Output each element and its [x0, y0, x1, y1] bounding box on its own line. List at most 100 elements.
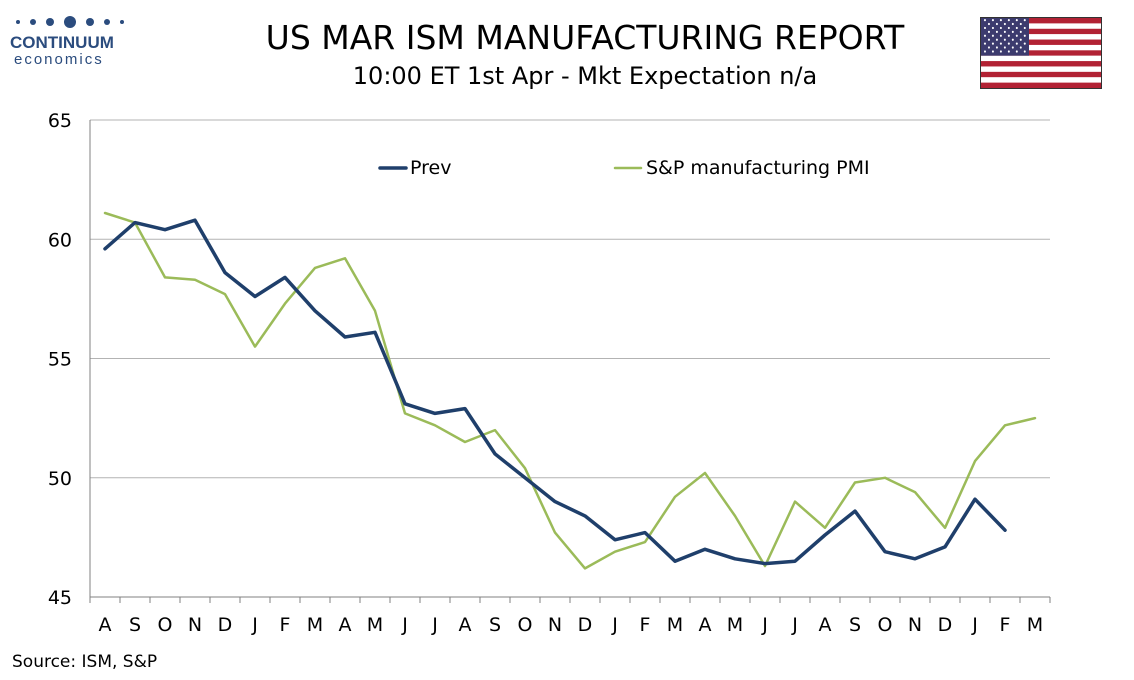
flag-star — [995, 30, 998, 33]
x-tick-label: O — [158, 614, 173, 636]
flag-stripe — [981, 18, 1101, 24]
flag-star — [1003, 46, 1006, 49]
flag-star — [1011, 22, 1014, 26]
flag-star — [1007, 34, 1010, 37]
flag-star — [1023, 18, 1026, 22]
flag-star — [991, 42, 994, 45]
x-tick-label: A — [339, 614, 352, 636]
flag-star — [983, 34, 986, 37]
flag-star — [1023, 42, 1026, 45]
flag-star — [1019, 46, 1022, 49]
flag-star — [995, 38, 998, 41]
series-pmi-line — [103, 211, 1037, 570]
flag-star — [1023, 34, 1026, 37]
x-tick-label: O — [878, 614, 893, 636]
flag-star — [987, 22, 990, 26]
logo-subtitle: economics — [14, 51, 104, 68]
logo-dots — [16, 14, 140, 30]
flag-star — [999, 34, 1002, 37]
flag-star — [991, 34, 994, 37]
flag-star — [999, 26, 1002, 30]
x-tick-label: A — [699, 614, 712, 636]
flag-star — [995, 46, 998, 49]
flag-stripe — [981, 34, 1101, 40]
flag-star — [1015, 26, 1018, 30]
x-tick-label: F — [280, 614, 291, 636]
y-tick-label: 45 — [48, 587, 72, 609]
x-tick-label: N — [548, 614, 562, 636]
x-tick-label: S — [849, 614, 861, 636]
x-tick-label: D — [218, 614, 233, 636]
x-tick-label: J — [791, 614, 798, 636]
us-flag-icon — [980, 17, 1102, 89]
x-tick-label: J — [611, 614, 618, 636]
x-tick-label: M — [727, 614, 743, 636]
x-tick-label: D — [938, 614, 953, 636]
flag-stripe — [981, 82, 1101, 88]
flag-star — [1007, 18, 1010, 22]
flag-star — [1003, 38, 1006, 41]
x-tick-label: N — [908, 614, 922, 636]
source-note: Source: ISM, S&P — [12, 652, 158, 672]
x-tick-label: M — [1027, 614, 1043, 636]
flag-star — [1007, 50, 1010, 53]
flag-stripe — [981, 55, 1101, 62]
logo-name: CONTINUUM — [10, 33, 114, 52]
x-tick-label: D — [578, 614, 593, 636]
flag-star — [1007, 26, 1010, 30]
flag-star — [1015, 34, 1018, 37]
x-tick-label: S — [489, 614, 501, 636]
y-tick-label: 60 — [48, 229, 72, 251]
flag-star — [999, 50, 1002, 53]
flag-star — [987, 30, 990, 33]
flag-star — [1019, 38, 1022, 41]
flag-star — [1019, 22, 1022, 26]
x-tick-label: M — [667, 614, 683, 636]
flag-star — [983, 42, 986, 45]
flag-star — [1007, 42, 1010, 45]
flag-stripe — [981, 23, 1101, 29]
flag-stripe — [981, 44, 1101, 51]
flag-star — [983, 50, 986, 53]
flag-stripe — [981, 28, 1101, 35]
legend-label: S&P manufacturing PMI — [646, 157, 870, 179]
flag-star — [995, 22, 998, 26]
flag-stripe — [981, 61, 1101, 67]
flag-star — [987, 38, 990, 41]
series-prev-line — [103, 218, 1007, 566]
x-tick-label: S — [129, 614, 141, 636]
flag-stripe — [981, 77, 1101, 83]
flag-star — [983, 18, 986, 22]
flag-star — [1015, 42, 1018, 45]
flag-stripe — [981, 71, 1101, 78]
flag-star — [1011, 46, 1014, 49]
x-tick-label: A — [819, 614, 832, 636]
flag-stripe — [981, 39, 1101, 46]
chart-title: US MAR ISM MANUFACTURING REPORT — [265, 18, 905, 57]
flag-star — [1023, 26, 1026, 30]
x-tick-label: A — [99, 614, 112, 636]
chart-subtitle: 10:00 ET 1st Apr - Mkt Expectation n/a — [352, 62, 818, 90]
x-tick-label: N — [188, 614, 202, 636]
flag-star — [999, 18, 1002, 22]
x-tick-label: F — [640, 614, 651, 636]
continuum-logo: CONTINUUM economics — [10, 14, 140, 78]
x-tick-label: J — [401, 614, 408, 636]
flag-star — [991, 26, 994, 30]
x-tick-label: J — [971, 614, 978, 636]
flag-stripe — [981, 50, 1101, 56]
x-tick-label: O — [518, 614, 533, 636]
flag-star — [1003, 30, 1006, 33]
flag-star — [1019, 30, 1022, 33]
legend-label: Prev — [410, 157, 451, 179]
flag-star — [991, 18, 994, 22]
flag-star — [1003, 22, 1006, 26]
flag-star — [999, 42, 1002, 45]
x-tick-label: F — [1000, 614, 1011, 636]
flag-star — [987, 46, 990, 49]
flag-star — [983, 26, 986, 30]
flag-stripe — [981, 66, 1101, 72]
flag-star — [1015, 18, 1018, 22]
flag-star — [991, 50, 994, 53]
